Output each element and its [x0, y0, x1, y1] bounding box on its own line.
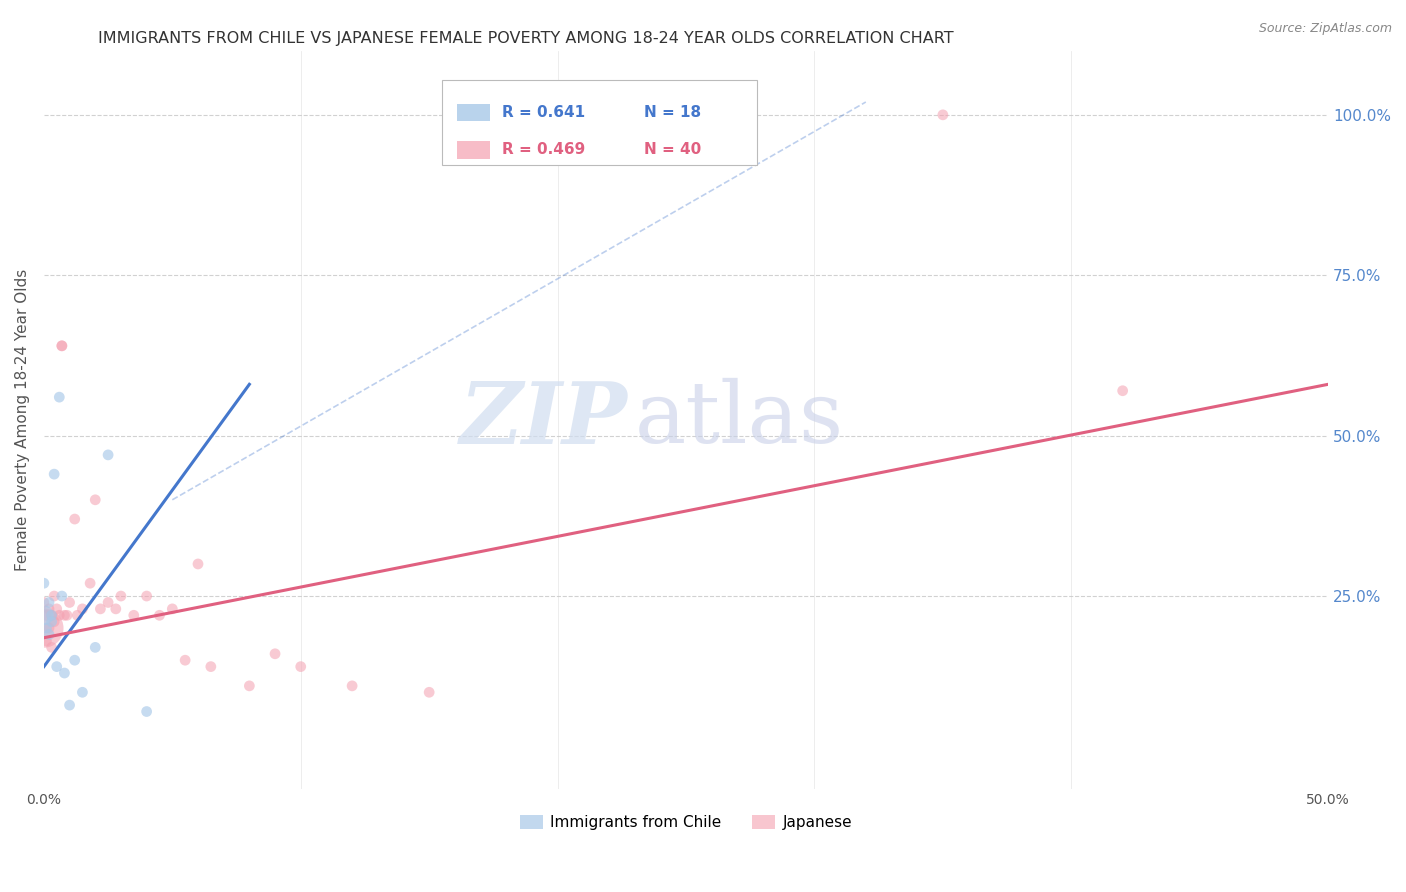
Point [58, 595, 80, 609]
Point [56, 608, 79, 623]
Text: ZIP: ZIP [460, 378, 628, 461]
Point [44, 589, 66, 603]
Point [135, 589, 157, 603]
Text: atlas: atlas [634, 378, 844, 461]
Point [162, 602, 184, 616]
Point [41, 608, 63, 623]
Text: N = 18: N = 18 [644, 105, 700, 120]
Point [932, 108, 955, 122]
FancyBboxPatch shape [457, 103, 489, 121]
Point [97, 595, 120, 609]
Point [41, 608, 63, 623]
Text: Source: ZipAtlas.com: Source: ZipAtlas.com [1258, 22, 1392, 36]
Text: R = 0.469: R = 0.469 [502, 142, 586, 157]
Point [51, 339, 73, 353]
Point [200, 659, 222, 673]
Point [45, 602, 67, 616]
Point [84, 640, 107, 655]
Point [84, 492, 107, 507]
Point [32, 595, 55, 609]
Point [89, 602, 111, 616]
Point [44, 615, 66, 629]
Point [45, 659, 67, 673]
Point [110, 589, 132, 603]
Point [418, 685, 440, 699]
Text: N = 40: N = 40 [644, 142, 700, 157]
Point [97, 448, 120, 462]
Point [290, 659, 312, 673]
Point [340, 679, 363, 693]
Point [38, 627, 60, 641]
Point [51, 339, 73, 353]
Point [148, 608, 170, 623]
Point [48, 390, 70, 404]
Point [41, 615, 63, 629]
Point [44, 467, 66, 482]
Y-axis label: Female Poverty Among 18-24 Year Olds: Female Poverty Among 18-24 Year Olds [15, 268, 30, 571]
Point [135, 705, 157, 719]
Point [38, 595, 60, 609]
Point [51, 589, 73, 603]
Point [187, 557, 209, 571]
Legend: Immigrants from Chile, Japanese: Immigrants from Chile, Japanese [513, 809, 859, 836]
Point [66, 608, 89, 623]
Point [38, 602, 60, 616]
Point [32, 621, 55, 635]
Point [72, 685, 94, 699]
Point [41, 640, 63, 655]
Point [38, 621, 60, 635]
Point [35, 621, 58, 635]
Point [1111, 384, 1133, 398]
FancyBboxPatch shape [457, 141, 489, 159]
Point [32, 608, 55, 623]
Point [63, 512, 86, 526]
Text: IMMIGRANTS FROM CHILE VS JAPANESE FEMALE POVERTY AMONG 18-24 YEAR OLDS CORRELATI: IMMIGRANTS FROM CHILE VS JAPANESE FEMALE… [98, 31, 955, 46]
Point [63, 653, 86, 667]
Point [104, 602, 127, 616]
Point [48, 608, 70, 623]
Point [174, 653, 197, 667]
Point [53, 666, 76, 681]
Point [58, 698, 80, 712]
Point [72, 602, 94, 616]
Point [32, 576, 55, 591]
Point [238, 679, 260, 693]
Point [53, 608, 76, 623]
Text: R = 0.641: R = 0.641 [502, 105, 585, 120]
FancyBboxPatch shape [441, 80, 756, 165]
Point [35, 608, 58, 623]
Point [79, 576, 101, 591]
Point [35, 634, 58, 648]
Point [122, 608, 145, 623]
Point [264, 647, 287, 661]
